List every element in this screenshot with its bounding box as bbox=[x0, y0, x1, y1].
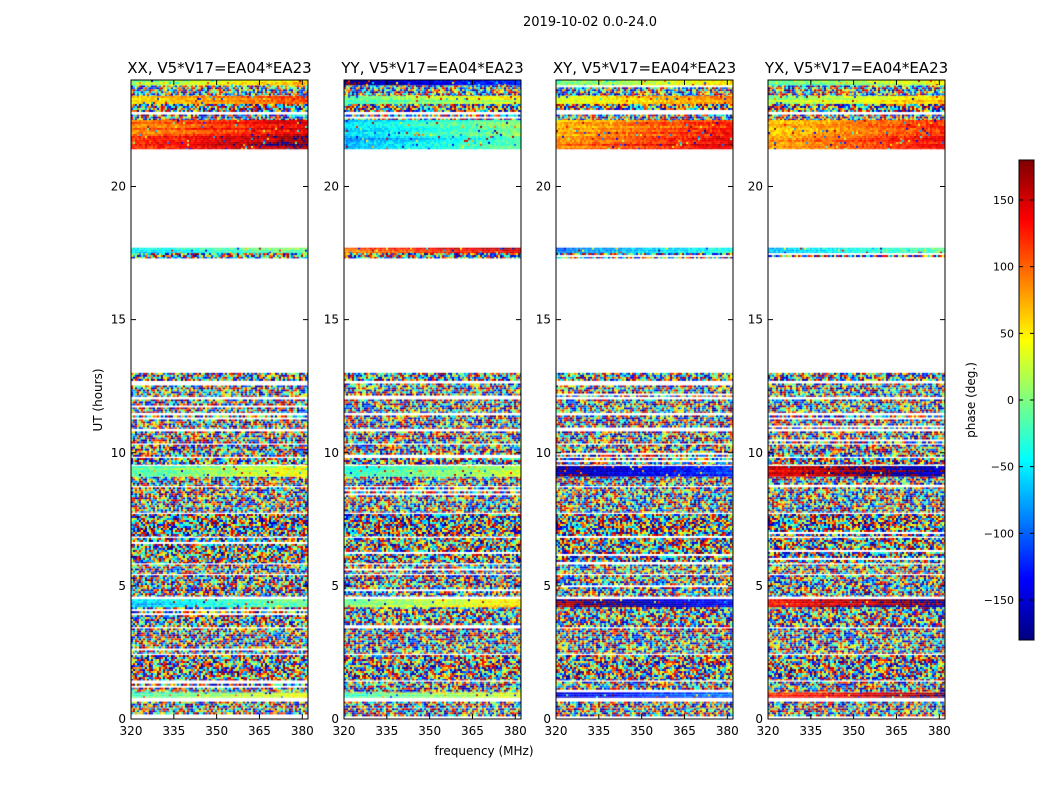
colorbar: 150 100 50 0 −50 −100 −150 bbox=[984, 159, 1035, 641]
x-tick-label: 320 bbox=[120, 724, 143, 738]
y-tick-label: 10 bbox=[748, 446, 763, 460]
y-tick-label: 20 bbox=[748, 180, 763, 194]
y-tick-label: 5 bbox=[118, 579, 126, 593]
colorbar-tick-label: 150 bbox=[993, 194, 1014, 207]
panel-title: YX, V5*V17=EA04*EA23 bbox=[764, 59, 948, 77]
x-tick-label: 350 bbox=[630, 724, 653, 738]
x-tick-label: 320 bbox=[757, 724, 780, 738]
y-tick-label: 15 bbox=[324, 313, 339, 327]
x-tick-label: 335 bbox=[375, 724, 398, 738]
colorbar-label: phase (deg.) bbox=[964, 362, 978, 438]
panel-yy: YY, V5*V17=EA04*EA23 320 335 350 365 380 0 5 10 1… bbox=[324, 59, 527, 738]
x-tick-label: 335 bbox=[587, 724, 610, 738]
y-tick-label: 15 bbox=[536, 313, 551, 327]
y-tick-label: 10 bbox=[536, 446, 551, 460]
x-tick-label: 380 bbox=[504, 724, 527, 738]
colorbar-tick-label: 100 bbox=[993, 261, 1014, 274]
colorbar-gradient bbox=[1019, 160, 1034, 640]
x-axis-label: frequency (MHz) bbox=[434, 744, 533, 758]
y-tick-label: 0 bbox=[118, 712, 126, 726]
plot-frame bbox=[555, 79, 734, 720]
plot-frame bbox=[130, 79, 309, 720]
panel-title: XX, V5*V17=EA04*EA23 bbox=[127, 59, 311, 77]
x-tick-label: 335 bbox=[799, 724, 822, 738]
y-tick-label: 5 bbox=[331, 579, 339, 593]
y-tick-label: 20 bbox=[536, 180, 551, 194]
panel-yx: YX, V5*V17=EA04*EA23 320 335 350 365 380 0 5 10 1… bbox=[748, 59, 951, 738]
y-tick-label: 20 bbox=[111, 180, 126, 194]
colorbar-tick-label: −150 bbox=[984, 594, 1014, 607]
panel-title: XY, V5*V17=EA04*EA23 bbox=[553, 59, 736, 77]
x-tick-label: 320 bbox=[333, 724, 356, 738]
panel-title: YY, V5*V17=EA04*EA23 bbox=[340, 59, 523, 77]
x-tick-label: 380 bbox=[928, 724, 951, 738]
x-tick-label: 365 bbox=[885, 724, 908, 738]
y-tick-label: 10 bbox=[111, 446, 126, 460]
y-tick-label: 15 bbox=[748, 313, 763, 327]
y-tick-label: 0 bbox=[755, 712, 763, 726]
y-tick-label: 0 bbox=[543, 712, 551, 726]
y-tick-label: 15 bbox=[111, 313, 126, 327]
x-tick-label: 380 bbox=[716, 724, 739, 738]
phase-heatmap-image bbox=[768, 80, 945, 719]
plot-frame bbox=[767, 79, 946, 720]
y-tick-label: 20 bbox=[324, 180, 339, 194]
x-tick-label: 350 bbox=[842, 724, 865, 738]
panels-group: XX, V5*V17=EA04*EA23 320 335 350 365 380 0 5 10 1… bbox=[111, 59, 951, 738]
y-axis-label: UT (hours) bbox=[91, 368, 105, 431]
phase-heatmap-image bbox=[556, 80, 733, 719]
x-tick-label: 365 bbox=[248, 724, 271, 738]
x-tick-label: 380 bbox=[291, 724, 314, 738]
panel-xy: XY, V5*V17=EA04*EA23 320 335 350 365 380 0 5 10 1… bbox=[536, 59, 739, 738]
y-tick-label: 10 bbox=[324, 446, 339, 460]
y-tick-label: 5 bbox=[543, 579, 551, 593]
x-tick-label: 350 bbox=[205, 724, 228, 738]
y-tick-label: 5 bbox=[755, 579, 763, 593]
colorbar-tick-label: 50 bbox=[1000, 327, 1014, 340]
x-tick-label: 365 bbox=[461, 724, 484, 738]
colorbar-tick-label: −100 bbox=[984, 527, 1014, 540]
plot-frame bbox=[343, 79, 522, 720]
x-tick-label: 335 bbox=[162, 724, 185, 738]
chart-title: 2019-10-02 0.0-24.0 bbox=[523, 15, 657, 30]
colorbar-tick-label: 0 bbox=[1007, 394, 1014, 407]
panel-xx: XX, V5*V17=EA04*EA23 320 335 350 365 380 0 5 10 1… bbox=[111, 59, 314, 738]
x-tick-label: 365 bbox=[673, 724, 696, 738]
y-tick-label: 0 bbox=[331, 712, 339, 726]
x-tick-label: 350 bbox=[418, 724, 441, 738]
x-tick-label: 320 bbox=[545, 724, 568, 738]
phase-heatmap-image bbox=[131, 80, 308, 719]
colorbar-tick-label: −50 bbox=[991, 461, 1014, 474]
phase-heatmap-image bbox=[344, 80, 521, 719]
